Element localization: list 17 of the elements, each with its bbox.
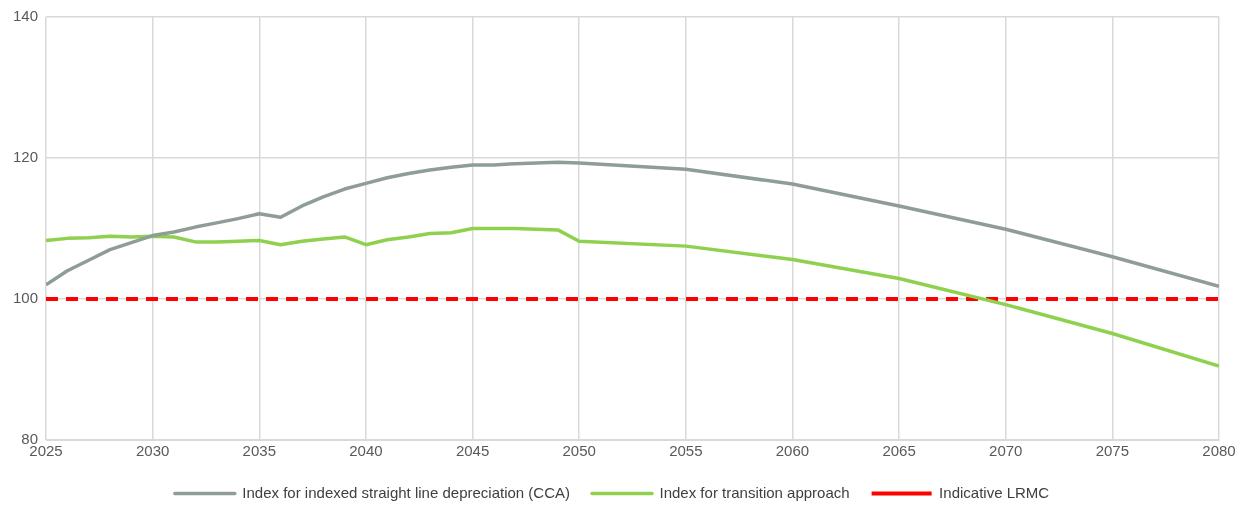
x-tick-label: 2030 [135,442,170,460]
x-tick-label: 2050 [562,442,596,460]
y-tick-label: 120 [13,148,39,166]
x-tick-label: 2075 [1095,442,1130,460]
x-tick-label: 2055 [669,442,703,460]
x-tick-label: 2060 [775,442,810,460]
legend-label: Indicative LRMC [939,483,1050,501]
x-tick-label: 2035 [242,442,276,460]
x-tick-label: 2070 [989,442,1023,460]
x-tick-label: 2040 [349,442,383,460]
x-tick-label: 2045 [455,442,490,460]
y-tick-label: 100 [13,289,39,307]
legend-label: Index for indexed straight line depreciation (CCA) [242,483,571,501]
x-tick-label: 2080 [1202,442,1236,460]
y-tick-label: 140 [13,7,39,25]
legend-label: Index for transition approach [659,483,850,501]
x-tick-label: 2065 [882,442,916,460]
